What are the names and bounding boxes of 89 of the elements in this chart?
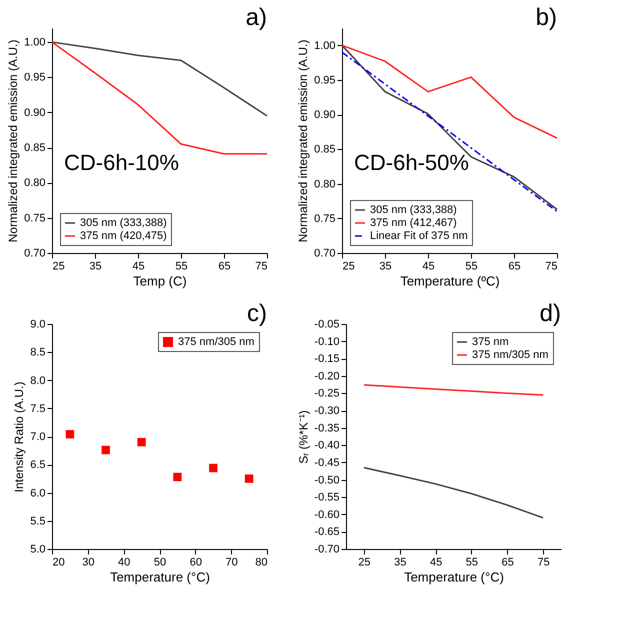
y-tick-label: -0.15 <box>314 353 340 366</box>
y-tick-label: 7.0 <box>30 431 46 443</box>
x-tick-label: 55 <box>466 556 478 568</box>
y-tick-label: -0.10 <box>314 336 340 348</box>
x-tick-label: 30 <box>82 556 94 568</box>
y-tick-label: 6.0 <box>30 487 46 500</box>
y-tick-label: 0.95 <box>314 74 336 86</box>
x-tick-label: 25 <box>358 556 371 568</box>
legend-label: 375 nm (412,467) <box>370 217 457 229</box>
x-tick-label: 40 <box>118 556 130 568</box>
y-tick-label: 7.5 <box>30 402 46 415</box>
x-axis-title: Temperature (°C) <box>404 570 504 584</box>
legend-label: 375 nm/305 nm <box>472 349 548 361</box>
x-tick-label: 80 <box>255 556 268 568</box>
x-tick-label: 45 <box>422 260 435 272</box>
x-tick-label: 35 <box>89 260 102 272</box>
y-tick-label: 5.5 <box>30 515 46 528</box>
x-tick-label: 70 <box>226 556 238 568</box>
y-axis-title: Intensity Ratio (A.U.) <box>12 382 26 492</box>
legend-label: 375 nm/305 nm <box>178 336 254 348</box>
x-tick-label: 35 <box>394 556 406 568</box>
annotation: CD-6h-50% <box>354 150 469 175</box>
legend-label: 375 nm (420,475) <box>80 230 167 242</box>
annotation: CD-6h-10% <box>64 150 179 175</box>
y-tick-label: 6.5 <box>30 459 46 472</box>
x-tick-label: 35 <box>379 260 392 272</box>
y-tick-label: 0.70 <box>314 248 336 260</box>
line-series <box>341 44 558 139</box>
y-tick-label: 0.85 <box>24 142 46 154</box>
annotation: c) <box>247 300 267 327</box>
y-tick-label: 0.85 <box>314 144 336 156</box>
x-tick-label: 65 <box>502 556 514 568</box>
x-axis-title: Temperature (ºC) <box>400 274 500 288</box>
x-tick-label: 60 <box>190 556 202 568</box>
legend-label: Linear Fit of 375 nm <box>370 230 468 242</box>
y-tick-label: -0.05 <box>314 318 340 330</box>
y-tick-label: -0.20 <box>314 370 340 382</box>
y-tick-label: 0.70 <box>24 248 46 260</box>
legend-label: 305 nm (333,388) <box>370 204 457 216</box>
y-tick-label: 8.0 <box>30 374 46 387</box>
x-tick-label: 75 <box>545 260 558 272</box>
y-tick-label: 0.75 <box>24 212 46 224</box>
y-tick-label: -0.25 <box>314 388 340 400</box>
x-tick-label: 25 <box>52 260 65 272</box>
x-axis-title: Temp (C) <box>133 274 187 288</box>
x-axis-title: Temperature (°C) <box>110 570 210 584</box>
y-tick-label: 0.80 <box>24 177 46 190</box>
legend-label: 305 nm (333,388) <box>80 217 167 229</box>
y-tick-label: -0.65 <box>314 526 340 538</box>
x-tick-label: 55 <box>465 260 478 272</box>
y-tick-label: 0.90 <box>314 109 336 122</box>
x-tick-label: 75 <box>255 260 268 272</box>
y-tick-label: -0.40 <box>314 440 340 452</box>
y-tick-label: 0.75 <box>314 212 336 225</box>
y-tick-label: -0.45 <box>314 456 340 469</box>
y-tick-label: 0.80 <box>314 178 336 190</box>
x-tick-label: 25 <box>342 260 355 272</box>
line-series <box>51 41 268 155</box>
x-tick-label: 75 <box>537 556 550 568</box>
x-tick-label: 45 <box>132 260 145 272</box>
line-series <box>51 41 268 117</box>
y-tick-label: -0.60 <box>314 508 340 521</box>
y-tick-label: 1.00 <box>24 36 46 49</box>
y-tick-label: -0.55 <box>314 492 340 504</box>
y-axis-title: Sᵣ (%*K⁻¹) <box>296 410 310 464</box>
annotation: a) <box>246 4 267 31</box>
y-tick-label: 9.0 <box>30 318 46 330</box>
annotation: d) <box>540 300 561 327</box>
x-tick-label: 65 <box>218 260 231 272</box>
y-tick-label: 0.95 <box>24 72 46 84</box>
line-series <box>363 466 544 519</box>
x-tick-label: 55 <box>175 260 188 272</box>
x-tick-label: 50 <box>154 556 166 568</box>
x-tick-label: 45 <box>430 556 442 568</box>
y-tick-label: -0.35 <box>314 422 340 434</box>
legend-label: 375 nm <box>472 336 509 348</box>
y-tick-label: 5.0 <box>30 544 46 556</box>
y-tick-label: 1.00 <box>314 40 336 52</box>
x-tick-label: 65 <box>508 260 521 272</box>
y-tick-label: -0.50 <box>314 474 340 486</box>
annotation: b) <box>536 4 557 31</box>
x-tick-label: 20 <box>52 556 65 568</box>
y-tick-label: 8.5 <box>30 346 46 359</box>
y-tick-label: 0.90 <box>24 106 46 119</box>
y-tick-label: -0.70 <box>314 544 340 556</box>
y-tick-label: -0.30 <box>314 405 340 418</box>
y-axis-title: Normalized integrated emission (A.U.) <box>296 40 310 242</box>
y-axis-title: Normalized integrated emission (A.U.) <box>6 40 20 242</box>
line-series <box>363 384 544 396</box>
